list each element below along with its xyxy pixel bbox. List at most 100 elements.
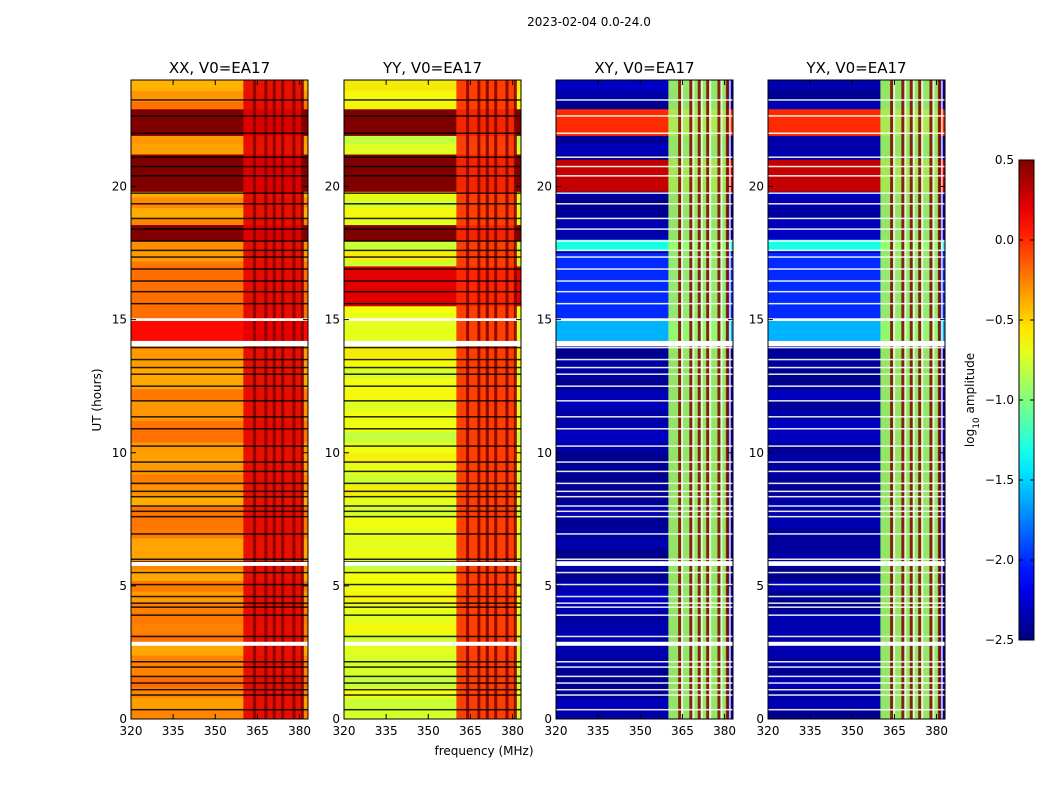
flagged-row	[556, 694, 733, 696]
flagged-row	[131, 606, 308, 608]
flagged-row	[344, 290, 521, 293]
panel-frame	[767, 79, 946, 720]
texture-band	[344, 452, 521, 464]
texture-band	[556, 665, 733, 677]
rfi-column-gap	[904, 80, 907, 719]
flagged-row	[768, 366, 945, 369]
flagged-row	[131, 558, 308, 560]
texture-band	[556, 399, 733, 411]
colorbar-tick-label: −0.5	[985, 313, 1014, 327]
texture-band	[344, 346, 521, 358]
texture-band	[131, 346, 308, 358]
rfi-column	[929, 80, 933, 719]
flagged-row	[131, 533, 308, 535]
flagged-row	[131, 635, 308, 638]
flagged-row	[344, 280, 521, 282]
panel-2: YY, V0=EA17 320 335 350 365 380 0 5 10 15 20	[325, 59, 524, 738]
flagged-row	[768, 132, 945, 134]
flagged-row	[556, 470, 733, 473]
flagged-row	[768, 115, 945, 117]
y-tick-label: 15	[749, 313, 764, 327]
flagged-row	[344, 470, 521, 473]
texture-band	[768, 580, 945, 592]
flagged-row	[131, 694, 308, 696]
texture-band	[556, 420, 733, 432]
flagged-row	[131, 510, 308, 513]
rfi-column-gap	[709, 80, 712, 719]
flagged-row	[131, 470, 308, 473]
flagged-row	[768, 346, 945, 349]
texture-band	[131, 612, 308, 624]
flagged-row	[344, 400, 521, 402]
data-gap	[768, 641, 945, 646]
flagged-row	[344, 165, 521, 168]
flagged-row	[344, 228, 521, 230]
flagged-row	[556, 228, 733, 230]
panel-4: YX, V0=EA17 320 335 350 365 380 0 5 10 15 20	[749, 59, 948, 738]
panel-frame	[130, 79, 309, 720]
flagged-row	[556, 240, 733, 242]
rfi-column	[697, 80, 701, 719]
texture-band	[768, 537, 945, 550]
flagged-row	[556, 533, 733, 535]
flagged-row	[344, 661, 521, 663]
flagged-row	[768, 495, 945, 498]
x-tick-label: 335	[799, 724, 822, 738]
data-gap	[556, 641, 733, 646]
texture-band	[768, 218, 945, 230]
flagged-row	[344, 203, 521, 205]
texture-band	[344, 80, 521, 92]
texture-band	[556, 676, 733, 688]
texture-band	[556, 367, 733, 379]
texture-band	[556, 633, 733, 645]
rfi-column	[909, 80, 913, 719]
texture-band	[768, 516, 945, 528]
texture-band	[344, 388, 521, 400]
flagged-row	[556, 280, 733, 282]
texture-band	[131, 495, 308, 507]
texture-band	[768, 474, 945, 486]
data-gap	[131, 641, 308, 646]
y-tick-label: 5	[332, 579, 340, 593]
flagged-row	[131, 400, 308, 402]
data-gap	[131, 561, 308, 566]
rfi-column-gap	[893, 80, 896, 719]
flagged-row	[556, 688, 733, 691]
texture-band	[344, 655, 521, 667]
texture-band	[344, 399, 521, 411]
texture-band	[344, 143, 521, 156]
flagged-row	[556, 571, 733, 574]
flagged-row	[344, 602, 521, 604]
panel-title: XY, V0=EA17	[594, 59, 694, 77]
texture-band	[131, 399, 308, 411]
panel-title: YY, V0=EA17	[382, 59, 482, 77]
texture-band	[344, 367, 521, 379]
rfi-column	[918, 80, 922, 719]
flagged-row	[556, 675, 733, 678]
flagged-row	[344, 373, 521, 375]
texture-band	[768, 623, 945, 635]
flagged-row	[131, 228, 308, 230]
texture-band	[768, 665, 945, 677]
texture-band	[344, 420, 521, 432]
texture-band	[344, 665, 521, 677]
flagged-row	[768, 228, 945, 230]
x-tick-label: 365	[883, 724, 906, 738]
texture-band	[556, 537, 733, 550]
flagged-row	[556, 708, 733, 711]
texture-band	[131, 367, 308, 379]
flagged-row	[131, 482, 308, 485]
x-tick-label: 380	[925, 724, 948, 738]
flagged-row	[131, 675, 308, 678]
texture-band	[131, 250, 308, 262]
x-tick-label: 335	[587, 724, 610, 738]
flagged-row	[344, 666, 521, 668]
texture-band	[131, 633, 308, 645]
flagged-row	[131, 583, 308, 586]
flagged-row	[768, 192, 945, 194]
texture-band	[131, 463, 308, 475]
texture-band	[344, 516, 521, 528]
flagged-row	[768, 694, 945, 696]
texture-band	[556, 80, 733, 92]
texture-band	[556, 197, 733, 209]
